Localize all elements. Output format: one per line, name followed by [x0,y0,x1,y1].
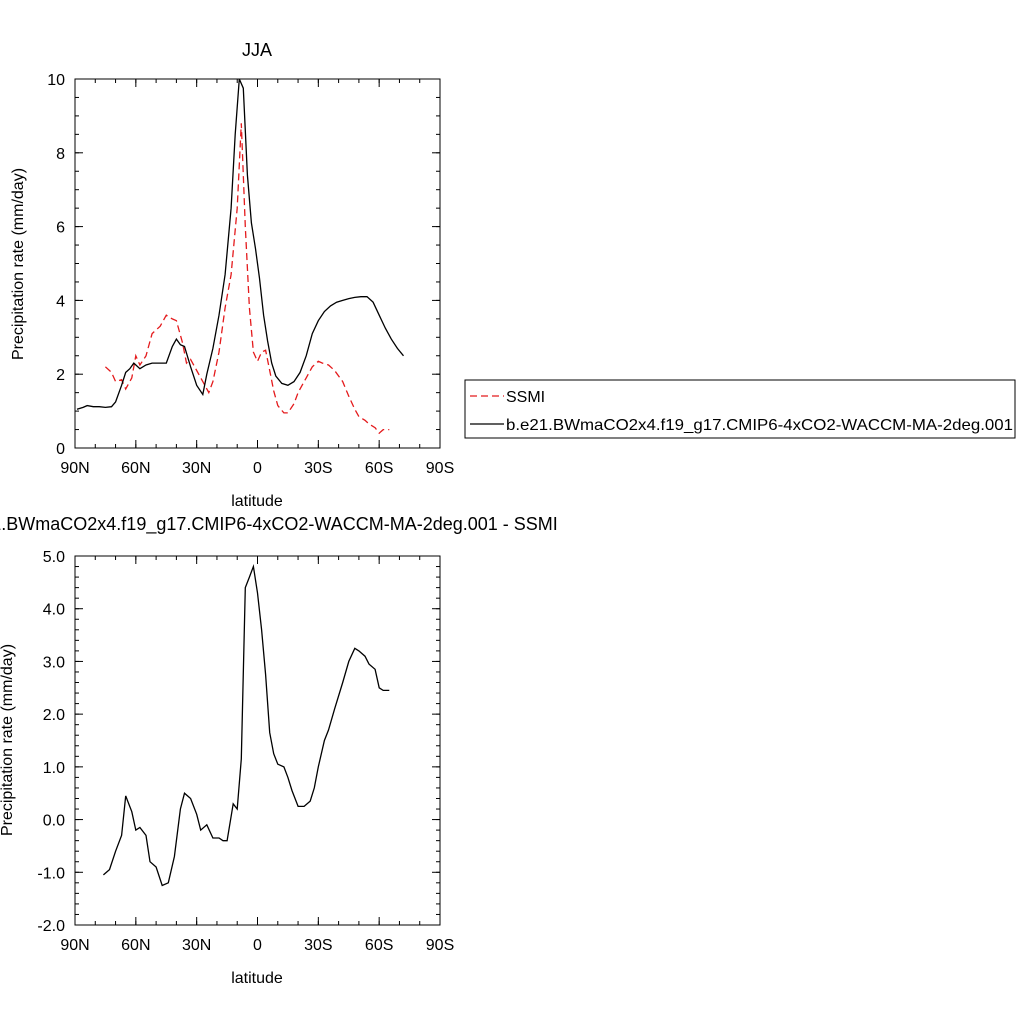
chart-title-top: JJA [242,40,272,60]
x-tick-label: 60S [365,460,393,477]
y-tick-label: -1.0 [37,865,65,882]
x-axis-label-bottom: latitude [231,970,283,987]
x-tick-label: 30S [304,460,332,477]
legend: SSMI b.e21.BWmaCO2x4.f19_g17.CMIP6-4xCO2… [464,379,1016,439]
y-tick-label: 8 [56,146,65,163]
series-group-top [76,78,405,435]
y-tick-label: 4.0 [43,602,65,619]
y-tick-label: 3.0 [43,654,65,671]
chart-title-bottom: b.e21.BWmaCO2x4.f19_g17.CMIP6-4xCO2-WACC… [0,514,558,535]
y-tick-label: 6 [56,220,65,237]
x-tick-label: 0 [253,937,262,954]
y-tick-label: 4 [56,293,65,310]
y-axis-bottom: -2.0 -1.0 0.0 1.0 2.0 3.0 4.0 5.0 [37,549,440,935]
y-tick-label: 2 [56,367,65,384]
y-axis-label-top: Precipitation rate (mm/day) [10,168,27,360]
x-tick-label: 90N [60,460,89,477]
series-group-bottom [102,563,390,887]
y-tick-label: 2.0 [43,707,65,724]
y-axis-top: 0 2 4 6 8 10 [47,72,440,458]
y-tick-label: -2.0 [37,918,65,935]
x-tick-label: 60N [121,460,150,477]
legend-frame [464,379,1016,439]
y-axis-label-bottom: Precipitation rate (mm/day) [0,644,16,836]
legend-label-ssmi: SSMI [506,389,545,406]
series-line-top-0 [104,123,390,435]
y-tick-label: 1.0 [43,760,65,777]
x-tick-label: 0 [253,460,262,477]
x-tick-label: 30N [182,937,211,954]
x-tick-label: 60S [365,937,393,954]
panel-top: JJA 90N 60N 30N 0 30S 60S 90S 0 2 4 6 8 10 latitude… [10,40,1016,510]
y-tick-label: 0 [56,441,65,458]
plot-frame-bottom [74,555,441,926]
x-axis-bottom: 90N 60N 30N 0 30S 60S 90S [60,556,454,954]
x-axis-label-top: latitude [231,493,283,510]
series-line-top-1 [76,78,405,410]
x-tick-label: 90N [60,937,89,954]
x-tick-label: 30N [182,460,211,477]
y-tick-label: 10 [47,72,65,89]
x-tick-label: 90S [426,937,454,954]
panel-bottom: b.e21.BWmaCO2x4.f19_g17.CMIP6-4xCO2-WACC… [0,514,558,987]
y-tick-label: 0.0 [43,813,65,830]
y-tick-label: 5.0 [43,549,65,566]
series-line-bottom-0 [102,563,390,887]
x-tick-label: 30S [304,937,332,954]
x-tick-label: 60N [121,937,150,954]
x-axis-top: 90N 60N 30N 0 30S 60S 90S [60,79,454,477]
x-tick-label: 90S [426,460,454,477]
legend-label-model: b.e21.BWmaCO2x4.f19_g17.CMIP6-4xCO2-WACC… [506,417,1013,434]
